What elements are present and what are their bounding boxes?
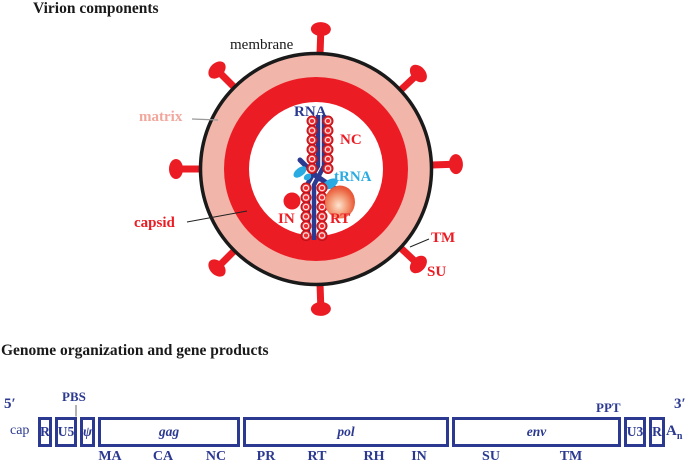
segment-r-3prime: R: [649, 417, 665, 447]
in-particle: [283, 192, 301, 210]
three-prime-label: 3′: [674, 396, 686, 412]
genome-bar: R U5 ψ gag pol env U3 R: [38, 417, 665, 447]
segment-u5: U5: [55, 417, 77, 447]
segment-r-5prime: R: [38, 417, 52, 447]
segment-label: R: [40, 424, 50, 439]
product-ca: CA: [152, 449, 174, 464]
segment-env: env: [452, 417, 621, 447]
membrane-label: membrane: [230, 37, 294, 53]
pbs-label: PBS: [62, 389, 86, 404]
in-label: IN: [278, 211, 295, 227]
poly-a-label: An: [666, 424, 682, 442]
segment-label: ψ: [82, 424, 93, 439]
virion-title: Virion components: [33, 0, 159, 17]
segment-u3: U3: [624, 417, 646, 447]
product-ma: MA: [98, 449, 122, 464]
product-su: SU: [482, 449, 500, 464]
segment-psi: ψ: [80, 417, 95, 447]
segment-label: gag: [158, 424, 180, 439]
product-pr: PR: [256, 449, 276, 464]
poly-a-base: A: [666, 423, 677, 439]
rt-particle: [325, 185, 355, 219]
product-rt: RT: [307, 449, 327, 464]
segment-gag: gag: [98, 417, 240, 447]
cap-label: cap: [10, 423, 30, 438]
segment-label: env: [526, 424, 547, 439]
segment-pol: pol: [243, 417, 449, 447]
trna-label: tRNA: [334, 169, 372, 185]
product-in: IN: [411, 449, 427, 464]
ppt-label: PPT: [596, 400, 621, 415]
five-prime-label: 5′: [4, 396, 16, 412]
tm-pointer-line: [409, 238, 430, 248]
nc-label: NC: [340, 132, 362, 148]
matrix-pointer-line: [191, 118, 219, 121]
rt-label: RT: [330, 211, 351, 227]
capsid-label: capsid: [134, 215, 175, 231]
matrix-label: matrix: [139, 109, 183, 125]
poly-a-subscript: n: [676, 431, 683, 442]
product-nc: NC: [205, 449, 227, 464]
product-rh: RH: [363, 449, 385, 464]
su-label: SU: [427, 264, 447, 280]
rna-label: RNA: [294, 104, 327, 120]
segment-label: U5: [57, 424, 75, 439]
capsid-pointer-line: [186, 210, 248, 223]
segment-label: R: [652, 424, 662, 439]
product-tm: TM: [559, 449, 583, 464]
genome-title: Genome organization and gene products: [1, 342, 269, 359]
segment-label: U3: [626, 424, 644, 439]
segment-label: pol: [337, 424, 355, 439]
tm-label: TM: [431, 230, 456, 246]
